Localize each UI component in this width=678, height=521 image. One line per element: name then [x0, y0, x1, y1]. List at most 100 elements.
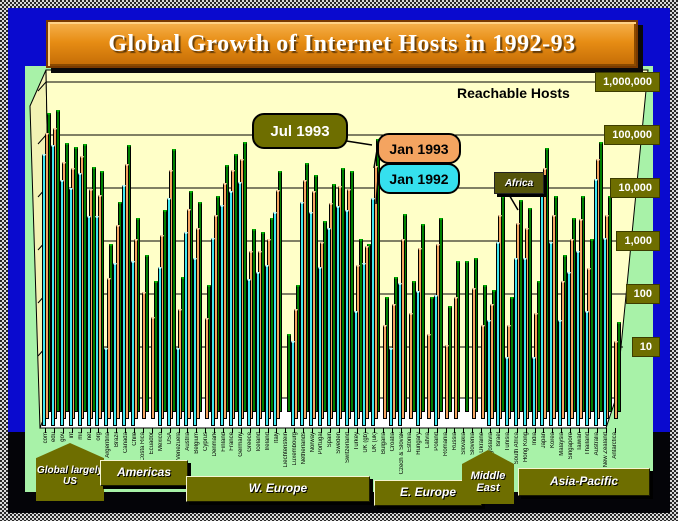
x-tick [285, 428, 287, 433]
bar [151, 316, 156, 419]
bar [495, 241, 500, 426]
x-tick [178, 428, 180, 433]
bar [567, 272, 572, 426]
x-tick [125, 428, 127, 433]
y-axis-label-1000000: 1,000,000 [595, 72, 660, 93]
y-axis-label-10000: 10,000 [610, 178, 660, 199]
bar [513, 257, 518, 426]
x-tick [356, 428, 358, 433]
bar [602, 238, 607, 426]
x-tick [116, 428, 118, 433]
x-tick [71, 428, 73, 433]
bar [433, 294, 438, 426]
x-tick [374, 428, 376, 433]
bar [287, 333, 292, 412]
x-tick [45, 428, 46, 433]
bar [344, 209, 349, 426]
x-tick [329, 428, 331, 433]
bar [415, 291, 420, 426]
bar [453, 297, 458, 419]
x-tick [409, 428, 411, 433]
x-tick [401, 428, 402, 433]
x-tick [142, 428, 144, 433]
bar [211, 238, 216, 426]
slide-background: com edu gov int mil net org Argentina Brazil Cana… [8, 8, 670, 513]
bar [465, 261, 470, 412]
x-tick [463, 428, 465, 433]
legend-jul-1993: Jul 1993 [252, 113, 348, 149]
x-tick [160, 428, 162, 433]
x-tick [596, 428, 598, 433]
x-tick [338, 428, 340, 433]
title-banner: Global Growth of Internet Hosts in 1992-… [46, 20, 638, 68]
x-tick [107, 428, 109, 433]
region-banner-middle-east: Middle East [462, 450, 514, 504]
bar [77, 172, 82, 426]
bar [335, 206, 340, 426]
reachable-hosts-label: Reachable Hosts [457, 85, 570, 101]
x-tick [231, 428, 233, 433]
bar [142, 291, 147, 419]
bar [237, 182, 242, 426]
bar [193, 257, 198, 426]
bar [246, 278, 251, 426]
bar [371, 198, 376, 426]
x-tick [169, 428, 171, 433]
x-tick [320, 428, 322, 433]
bar [166, 198, 171, 426]
bar [471, 287, 476, 419]
bar [291, 341, 296, 426]
bar [409, 313, 414, 419]
bar [427, 334, 432, 419]
bar [157, 267, 162, 426]
bar [273, 211, 278, 426]
bar [104, 347, 109, 426]
x-tick [605, 428, 607, 433]
x-tick [196, 428, 198, 433]
x-axis-layer: com edu gov int mil net org Argentina Brazil Cana… [8, 8, 670, 513]
bar [362, 262, 367, 426]
x-tick [507, 428, 509, 433]
x-tick [62, 428, 64, 433]
bar [353, 310, 358, 426]
x-tick [187, 428, 189, 433]
bar [95, 216, 100, 426]
x-tick [481, 428, 483, 433]
bar [504, 357, 509, 426]
x-tick [543, 428, 545, 433]
bar [531, 357, 536, 426]
bar [264, 264, 269, 426]
x-tick [223, 428, 224, 433]
legend-jan-1993: Jan 1993 [377, 133, 461, 164]
x-tick [98, 428, 100, 433]
bar [317, 267, 322, 426]
x-tick [498, 428, 500, 433]
bar [59, 179, 64, 426]
bar [122, 185, 127, 426]
bar [204, 318, 209, 419]
y-axis-label-10: 10 [631, 337, 660, 358]
page-title: Global Growth of Internet Hosts in 1992-… [108, 30, 576, 57]
x-tick [579, 428, 580, 433]
bar [113, 262, 118, 426]
bar [382, 324, 387, 419]
bar [175, 347, 180, 426]
bar [445, 344, 449, 419]
bar [593, 179, 598, 426]
bar [255, 272, 260, 426]
bar [522, 257, 527, 426]
x-tick [258, 428, 260, 433]
x-tick [552, 428, 554, 433]
x-tick [614, 428, 616, 433]
x-tick [365, 428, 367, 433]
x-tick [151, 428, 153, 433]
bar [228, 191, 233, 426]
bar [584, 310, 589, 426]
x-tick [294, 428, 296, 433]
bar [42, 154, 46, 426]
legend-jan-1992: Jan 1992 [378, 163, 460, 194]
x-tick [53, 428, 55, 433]
x-tick [214, 428, 216, 433]
x-tick [516, 428, 518, 433]
x-tick [312, 428, 313, 433]
